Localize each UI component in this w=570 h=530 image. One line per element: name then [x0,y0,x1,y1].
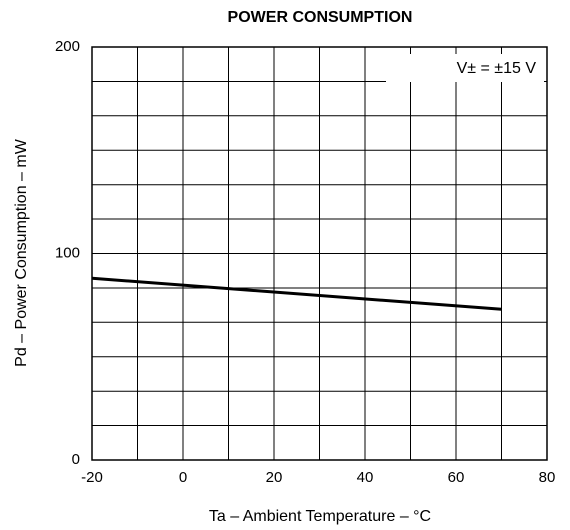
annotation-box [386,54,544,82]
y-axis-label: Pd – Power Consumption – mW [13,138,30,367]
x-axis-label: Ta – Ambient Temperature – °C [209,508,431,525]
annotation: V± = ±15 V [457,60,537,77]
y-tick-label: 0 [72,451,80,468]
y-tick-label: 100 [55,244,80,261]
x-tick-label: 20 [266,469,283,486]
x-tick-label: -20 [81,469,103,486]
x-tick-label: 0 [179,469,187,486]
plot-frame [91,46,548,461]
y-tick-label: 200 [55,38,80,55]
data-line [91,276,502,311]
chart-title: POWER CONSUMPTION [228,9,413,26]
x-tick-label: 80 [539,469,556,486]
x-tick-label: 40 [357,469,374,486]
x-tick-label: 60 [448,469,465,486]
